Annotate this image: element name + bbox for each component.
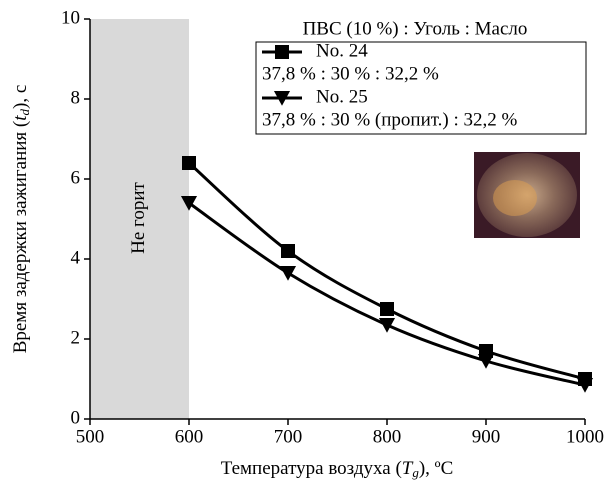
y-axis-label-part: ), с	[10, 85, 31, 109]
y-tick-label: 0	[71, 407, 81, 428]
marker	[380, 302, 394, 316]
region-label: Не горит	[128, 181, 149, 253]
x-axis-label-part: ), ºС	[419, 458, 453, 479]
y-tick-label: 2	[71, 327, 81, 348]
y-axis-label-part: Время задержки зажигания (	[10, 121, 31, 354]
x-axis-label-part: T	[402, 458, 414, 479]
y-axis-label-part: d	[17, 108, 32, 115]
legend-description: 37,8 % : 30 % (пропит.) : 32,2 %	[262, 109, 517, 130]
y-tick-label: 4	[71, 247, 81, 268]
x-axis-label-part: Температура воздуха (	[221, 458, 402, 479]
y-tick-label: 6	[71, 167, 81, 188]
legend-label: No. 24	[316, 40, 368, 61]
shaded-region	[90, 19, 189, 419]
y-tick-label: 10	[61, 7, 80, 28]
x-axis-label: Температура воздуха (Tg), ºС	[221, 458, 454, 480]
x-tick-label: 700	[274, 426, 303, 447]
marker	[180, 196, 198, 211]
marker	[576, 378, 594, 393]
marker	[273, 91, 291, 106]
x-axis-label-part: g	[412, 465, 419, 480]
y-tick-label: 8	[71, 87, 81, 108]
marker	[275, 45, 289, 59]
legend-description: 37,8 % : 30 % : 32,2 %	[262, 63, 439, 84]
x-tick-label: 900	[472, 426, 501, 447]
marker	[378, 318, 396, 333]
plot: Не горит 500 600 700 800 900 1000 0 2 4 6 8 10 Темпер…	[10, 7, 604, 480]
legend-label: No. 25	[316, 86, 368, 107]
x-tick-label: 800	[373, 426, 402, 447]
x-tick-label: 500	[76, 426, 105, 447]
marker	[281, 244, 295, 258]
marker	[477, 354, 495, 369]
inset-photo	[474, 152, 580, 238]
marker	[182, 156, 196, 170]
x-tick-label: 600	[175, 426, 204, 447]
y-axis-label: Время задержки зажигания (td), с	[10, 85, 32, 354]
marker	[279, 266, 297, 281]
legend-title: ПВС (10 %) : Уголь : Масло	[303, 18, 528, 39]
x-tick-label: 1000	[566, 426, 604, 447]
y-axis-label-part: t	[10, 115, 31, 121]
legend-box	[255, 41, 587, 135]
